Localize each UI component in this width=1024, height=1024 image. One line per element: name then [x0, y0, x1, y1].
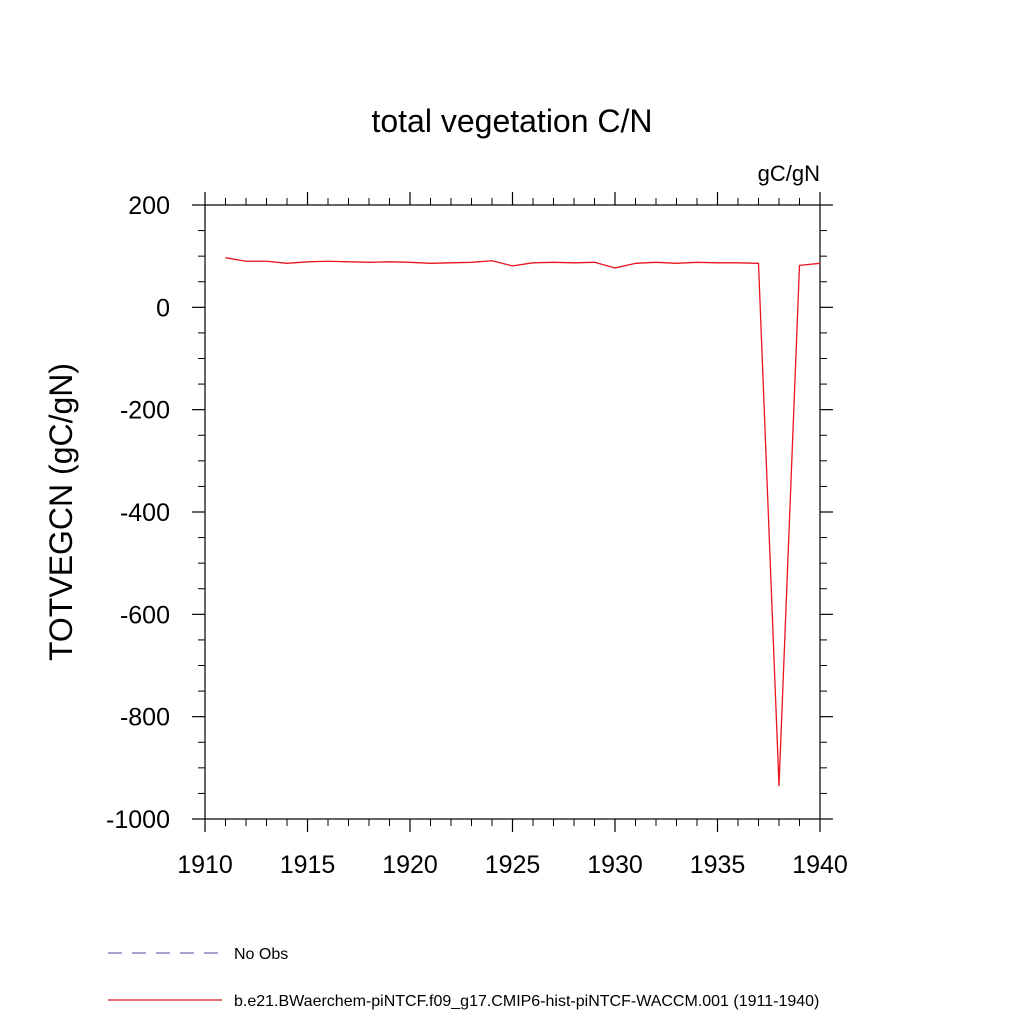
- y-tick-label: -200: [120, 397, 170, 425]
- y-tick-label: -400: [120, 499, 170, 527]
- series-line-1: [225, 257, 821, 787]
- x-tick-label: 1940: [792, 851, 848, 879]
- x-tick-label: 1925: [485, 851, 541, 879]
- x-tick-label: 1920: [382, 851, 438, 879]
- legend-label-1: b.e21.BWaerchem-piNTCF.f09_g17.CMIP6-his…: [234, 993, 819, 1010]
- y-tick-label: 200: [128, 192, 170, 220]
- y-tick-label: -1000: [106, 806, 170, 834]
- plot-frame: [204, 204, 821, 820]
- units-label: gC/gN: [758, 161, 820, 186]
- x-tick-label: 1910: [177, 851, 233, 879]
- x-tick-label: 1930: [587, 851, 643, 879]
- y-axis-label: TOTVEGCN (gC/gN): [43, 363, 79, 661]
- x-tick-label: 1915: [280, 851, 336, 879]
- chart-title: total vegetation C/N: [371, 103, 652, 139]
- legend-label-0: No Obs: [234, 946, 288, 963]
- series-layer: [225, 257, 821, 787]
- x-tick-label: 1935: [690, 851, 746, 879]
- legend: No Obs b.e21.BWaerchem-piNTCF.f09_g17.CMI…: [108, 946, 819, 1010]
- y-tick-label: -600: [120, 601, 170, 629]
- y-tick-label: -800: [120, 704, 170, 732]
- y-tick-label: 0: [156, 294, 170, 322]
- axis-ticks: 1910 1915 1920 1925 1930 1935 1940 200 0 -200 -400…: [106, 192, 848, 879]
